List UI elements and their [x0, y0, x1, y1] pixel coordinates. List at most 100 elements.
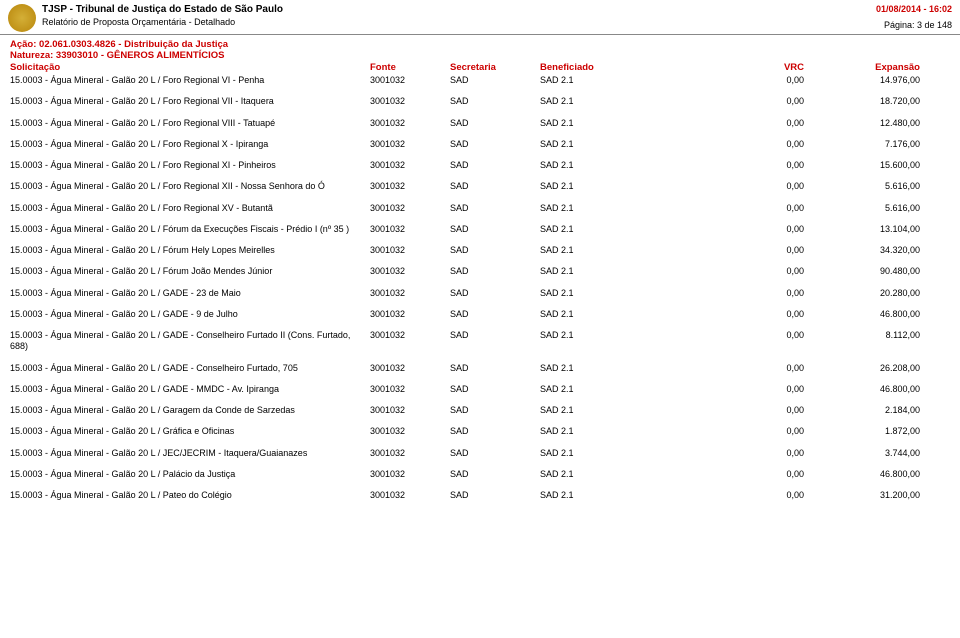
cell-expansao: 34.320,00: [810, 245, 920, 256]
cell-fonte: 3001032: [370, 405, 450, 416]
cell-vrc: 0,00: [720, 139, 810, 150]
cell-vrc: 0,00: [720, 490, 810, 501]
cell-solicitacao: 15.0003 - Água Mineral - Galão 20 L / Pa…: [10, 490, 370, 501]
cell-secretaria: SAD: [450, 448, 540, 459]
table-row: 15.0003 - Água Mineral - Galão 20 L / GA…: [10, 330, 950, 353]
table-row: 15.0003 - Água Mineral - Galão 20 L / Fó…: [10, 245, 950, 256]
cell-beneficiado: SAD 2.1: [540, 309, 720, 320]
cell-solicitacao: 15.0003 - Água Mineral - Galão 20 L / GA…: [10, 330, 370, 353]
action-line: Ação: 02.061.0303.4826 - Distribuição da…: [10, 39, 950, 50]
cell-expansao: 3.744,00: [810, 448, 920, 459]
cell-solicitacao: 15.0003 - Água Mineral - Galão 20 L / Fo…: [10, 75, 370, 86]
table-row: 15.0003 - Água Mineral - Galão 20 L / Fo…: [10, 75, 950, 86]
cell-expansao: 1.872,00: [810, 426, 920, 437]
cell-fonte: 3001032: [370, 448, 450, 459]
cell-expansao: 13.104,00: [810, 224, 920, 235]
row-spacer: [10, 108, 950, 116]
table-row: 15.0003 - Água Mineral - Galão 20 L / Fo…: [10, 203, 950, 214]
report-datetime: 01/08/2014 - 16:02: [876, 4, 952, 14]
cell-secretaria: SAD: [450, 224, 540, 235]
cell-expansao: 7.176,00: [810, 139, 920, 150]
cell-expansao: 20.280,00: [810, 288, 920, 299]
cell-vrc: 0,00: [720, 75, 810, 86]
content: Ação: 02.061.0303.4826 - Distribuição da…: [0, 35, 960, 505]
col-header-beneficiado: Beneficiado: [540, 62, 720, 73]
col-header-secretaria: Secretaria: [450, 62, 540, 73]
col-header-solicitacao: Solicitação: [10, 62, 370, 73]
cell-solicitacao: 15.0003 - Água Mineral - Galão 20 L / JE…: [10, 448, 370, 459]
cell-fonte: 3001032: [370, 490, 450, 501]
cell-beneficiado: SAD 2.1: [540, 363, 720, 374]
cell-expansao: 14.976,00: [810, 75, 920, 86]
cell-secretaria: SAD: [450, 363, 540, 374]
row-spacer: [10, 256, 950, 264]
row-spacer: [10, 86, 950, 94]
report-name: Relatório de Proposta Orçamentária - Det…: [42, 17, 283, 27]
cell-solicitacao: 15.0003 - Água Mineral - Galão 20 L / Ga…: [10, 405, 370, 416]
cell-solicitacao: 15.0003 - Água Mineral - Galão 20 L / Fo…: [10, 139, 370, 150]
cell-fonte: 3001032: [370, 118, 450, 129]
cell-fonte: 3001032: [370, 363, 450, 374]
nature-line: Natureza: 33903010 - GÊNEROS ALIMENTÍCIO…: [10, 50, 950, 61]
table-row: 15.0003 - Água Mineral - Galão 20 L / GA…: [10, 384, 950, 395]
cell-vrc: 0,00: [720, 330, 810, 353]
cell-expansao: 18.720,00: [810, 96, 920, 107]
row-spacer: [10, 235, 950, 243]
cell-secretaria: SAD: [450, 384, 540, 395]
cell-beneficiado: SAD 2.1: [540, 405, 720, 416]
cell-beneficiado: SAD 2.1: [540, 245, 720, 256]
cell-secretaria: SAD: [450, 469, 540, 480]
row-spacer: [10, 374, 950, 382]
cell-beneficiado: SAD 2.1: [540, 266, 720, 277]
cell-secretaria: SAD: [450, 245, 540, 256]
cell-expansao: 2.184,00: [810, 405, 920, 416]
cell-solicitacao: 15.0003 - Água Mineral - Galão 20 L / GA…: [10, 309, 370, 320]
cell-expansao: 46.800,00: [810, 309, 920, 320]
cell-expansao: 31.200,00: [810, 490, 920, 501]
cell-solicitacao: 15.0003 - Água Mineral - Galão 20 L / Fó…: [10, 266, 370, 277]
page-number: Página: 3 de 148: [876, 20, 952, 30]
cell-secretaria: SAD: [450, 405, 540, 416]
row-spacer: [10, 416, 950, 424]
cell-secretaria: SAD: [450, 181, 540, 192]
cell-fonte: 3001032: [370, 330, 450, 353]
row-spacer: [10, 150, 950, 158]
cell-beneficiado: SAD 2.1: [540, 203, 720, 214]
cell-secretaria: SAD: [450, 426, 540, 437]
cell-vrc: 0,00: [720, 118, 810, 129]
cell-beneficiado: SAD 2.1: [540, 448, 720, 459]
page-header: TJSP - Tribunal de Justiça do Estado de …: [0, 0, 960, 35]
cell-beneficiado: SAD 2.1: [540, 139, 720, 150]
cell-fonte: 3001032: [370, 266, 450, 277]
cell-secretaria: SAD: [450, 330, 540, 353]
header-titles: TJSP - Tribunal de Justiça do Estado de …: [42, 4, 283, 27]
cell-fonte: 3001032: [370, 181, 450, 192]
table-row: 15.0003 - Água Mineral - Galão 20 L / Fo…: [10, 118, 950, 129]
cell-vrc: 0,00: [720, 203, 810, 214]
cell-secretaria: SAD: [450, 160, 540, 171]
table-row: 15.0003 - Água Mineral - Galão 20 L / Fo…: [10, 96, 950, 107]
cell-expansao: 26.208,00: [810, 363, 920, 374]
cell-fonte: 3001032: [370, 139, 450, 150]
cell-vrc: 0,00: [720, 384, 810, 395]
cell-solicitacao: 15.0003 - Água Mineral - Galão 20 L / GA…: [10, 363, 370, 374]
cell-vrc: 0,00: [720, 181, 810, 192]
cell-solicitacao: 15.0003 - Água Mineral - Galão 20 L / GA…: [10, 384, 370, 395]
cell-solicitacao: 15.0003 - Água Mineral - Galão 20 L / Fó…: [10, 224, 370, 235]
cell-vrc: 0,00: [720, 288, 810, 299]
table-row: 15.0003 - Água Mineral - Galão 20 L / Pa…: [10, 490, 950, 501]
cell-fonte: 3001032: [370, 426, 450, 437]
cell-beneficiado: SAD 2.1: [540, 224, 720, 235]
cell-beneficiado: SAD 2.1: [540, 75, 720, 86]
cell-fonte: 3001032: [370, 96, 450, 107]
cell-expansao: 12.480,00: [810, 118, 920, 129]
cell-fonte: 3001032: [370, 224, 450, 235]
cell-beneficiado: SAD 2.1: [540, 96, 720, 107]
row-spacer: [10, 459, 950, 467]
col-header-vrc: VRC: [720, 62, 810, 73]
cell-beneficiado: SAD 2.1: [540, 181, 720, 192]
cell-vrc: 0,00: [720, 245, 810, 256]
table-row: 15.0003 - Água Mineral - Galão 20 L / JE…: [10, 448, 950, 459]
table-row: 15.0003 - Água Mineral - Galão 20 L / Fo…: [10, 181, 950, 192]
row-spacer: [10, 320, 950, 328]
